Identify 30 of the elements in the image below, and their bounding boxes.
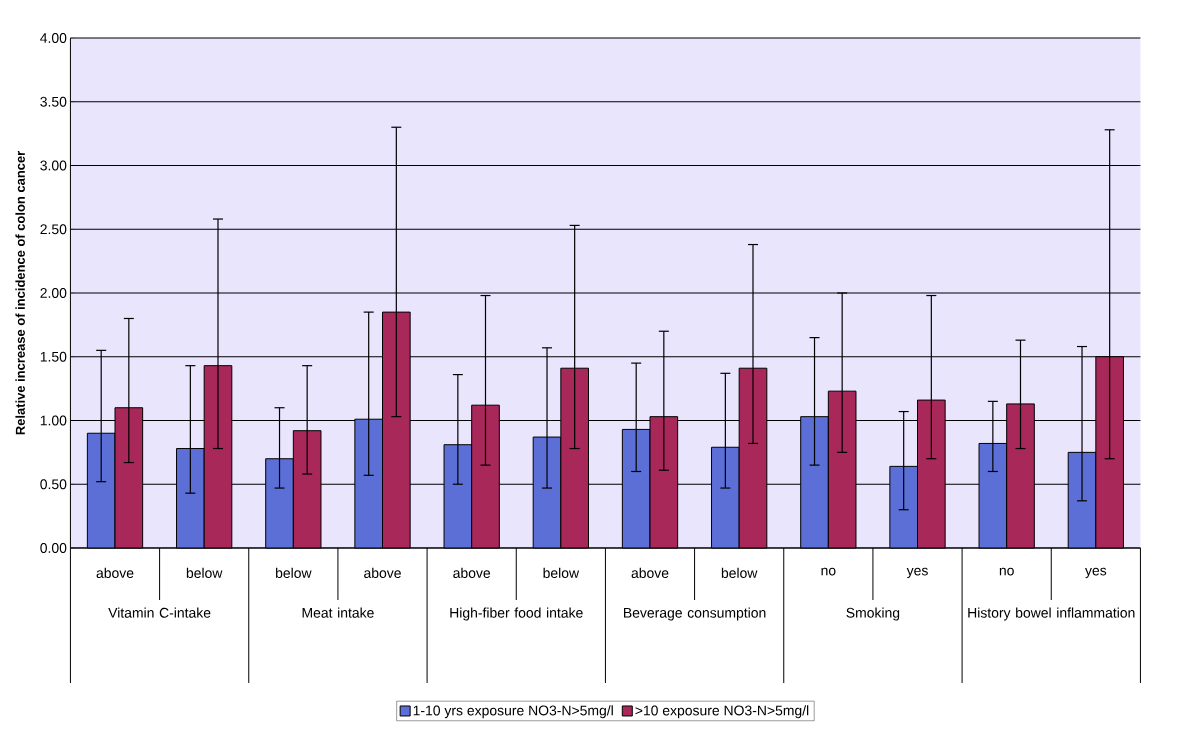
x-tick-label: above bbox=[453, 567, 491, 579]
x-tick-label: above bbox=[631, 567, 669, 579]
x-tick-label: above bbox=[96, 567, 134, 579]
y-tick-label: 0.00 bbox=[40, 543, 67, 553]
y-tick-label: 1.50 bbox=[40, 351, 67, 362]
x-tick-label: below bbox=[543, 567, 580, 579]
x-tick-label: above bbox=[364, 567, 401, 579]
x-tick-label: no bbox=[821, 567, 836, 576]
legend-label: >10 exposure NO3-N>5mg/l bbox=[635, 705, 809, 719]
x-tick-label: below bbox=[186, 567, 223, 579]
y-axis-title: Relative increase of incidence of colon cancer bbox=[15, 151, 25, 435]
text: Vitamin C-intake bbox=[108, 607, 211, 618]
x-tick-label: below bbox=[721, 567, 758, 579]
y-tick-label: 2.00 bbox=[40, 288, 67, 298]
text: High-fiber food intake bbox=[450, 607, 583, 621]
y-tick-label: 2.50 bbox=[40, 224, 67, 235]
text: Meat intake bbox=[302, 607, 374, 618]
y-tick-label: 3.00 bbox=[40, 160, 67, 171]
y-tick-label: 3.50 bbox=[40, 96, 67, 107]
x-tick-label: below bbox=[276, 567, 312, 579]
y-tick-label: 1.00 bbox=[40, 415, 67, 426]
x-tick-label: yes bbox=[906, 567, 928, 579]
x-tick-label: no bbox=[999, 567, 1014, 576]
text: Smoking bbox=[846, 607, 900, 621]
y-tick-label: 0.50 bbox=[40, 479, 67, 490]
legend-label: 1-10 yrs exposure NO3-N>5mg/l bbox=[413, 705, 613, 719]
x-tick-label: yes bbox=[1085, 567, 1107, 579]
text: Beverage consumption bbox=[624, 607, 766, 621]
text: History bowel inflammation bbox=[968, 607, 1135, 621]
y-tick-label: 4.00 bbox=[40, 33, 67, 43]
